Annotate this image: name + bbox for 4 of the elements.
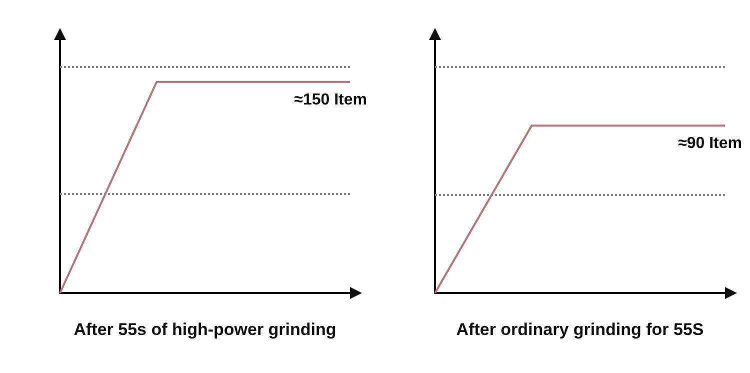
annotation: ≈150 Item [294, 91, 368, 108]
x-axis-title: After 55s of high-power grinding [74, 320, 336, 339]
annotation: ≈90 Item [678, 135, 742, 152]
x-axis-title: After ordinary grinding for 55S [456, 320, 704, 339]
